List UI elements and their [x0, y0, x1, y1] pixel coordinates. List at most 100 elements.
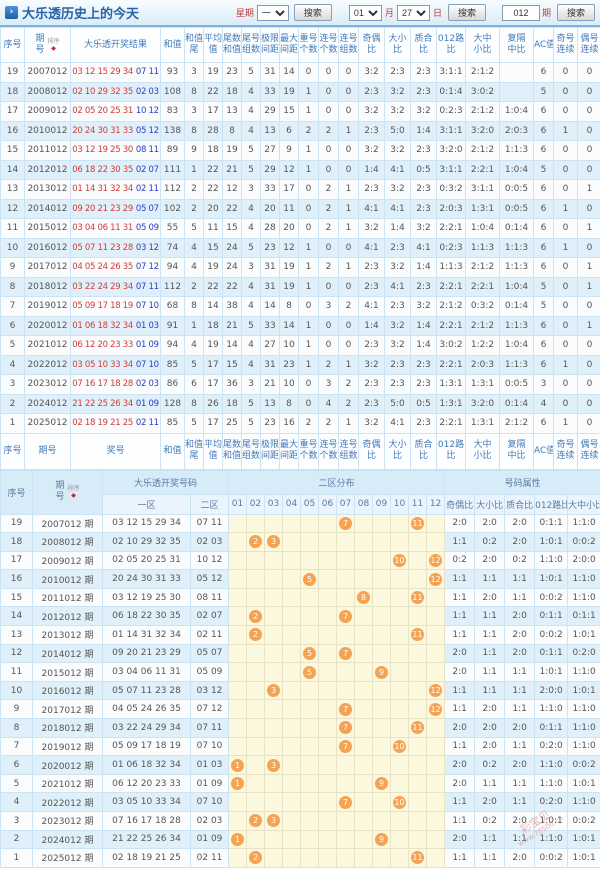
dist-cell: 9 [372, 773, 392, 794]
stat-cell: 0 [318, 101, 339, 122]
header-content: 平均值 [205, 34, 222, 56]
sort-control[interactable]: 排序 ◆ [48, 38, 60, 52]
dist-cell [264, 829, 284, 850]
stat-cell: 22 [203, 276, 223, 297]
issue-input[interactable] [501, 4, 540, 21]
front-numbers: 09 20 21 23 29 [72, 203, 133, 214]
stat-cell: 3:1:1 [436, 159, 466, 180]
ball-badge: 5 [303, 646, 317, 660]
front-numbers: 01 06 18 32 34 [72, 320, 133, 331]
back-numbers: 02 07 [135, 164, 159, 175]
header-line: 比 [418, 45, 428, 55]
week-label: 星期 [235, 9, 254, 19]
stat-cell: 29 [260, 101, 280, 122]
issue-cell: 2023012 [24, 374, 71, 395]
header-line: 序号 [3, 445, 22, 456]
dist-cell [228, 587, 248, 608]
attr-cell: 1:1 [444, 680, 476, 701]
attr-cell: 2:0 [504, 755, 536, 775]
result-cell: 09 20 21 23 29 05 07 [70, 198, 161, 219]
dist-cell [300, 829, 320, 850]
dist-cell: 11 [408, 625, 428, 645]
stat-cell: 0 [298, 374, 319, 395]
stat-cell: 0 [553, 315, 578, 336]
stat-cell: 2:3 [358, 393, 385, 414]
header-line: 重号 [299, 34, 318, 44]
dist-cell [336, 811, 356, 831]
header-line: 比 [392, 451, 402, 461]
attr-cell: 1:1 [474, 680, 506, 701]
attr-cell: 1:0:1 [567, 848, 600, 868]
month-select[interactable]: 01 [348, 4, 382, 21]
stat-cell: 1:3:1 [436, 374, 466, 395]
dist-cell [228, 532, 248, 552]
dist-cell [282, 625, 302, 645]
t1-foot-col-ac-value: AC值 [533, 432, 554, 470]
issue-cell: 2008012 [24, 81, 71, 102]
attr-cell: 2:0 [504, 718, 536, 738]
stat-cell: 38 [222, 296, 242, 317]
stat-cell: 0 [577, 81, 600, 102]
stat-cell: 1:2:2 [465, 335, 500, 356]
header-lines: 奇号 连续 [556, 34, 574, 56]
week-search-button[interactable]: 搜索 [293, 4, 332, 21]
header-line: 中比 [507, 45, 526, 55]
distribution-table: 序号期号排序 ◆ 大乐透开奖号码 二区分布 号码属性 一区 二区 01 02 03 04 05 06 07… [0, 469, 600, 868]
table-row: 19 2007012 03 12 15 29 34 07 11 93 3 19 23 5 31 14… [0, 62, 600, 83]
t2-col-attr-1: 大小比 [474, 493, 506, 515]
seq-cell: 4 [0, 792, 33, 812]
day-select[interactable]: 27 [396, 4, 430, 21]
stat-cell: 2:3 [358, 374, 385, 395]
header-lines: 和值 [163, 40, 181, 51]
stat-cell: 1:3:1 [465, 198, 500, 219]
t1-col-odd-even-ratio: 奇偶比 [358, 27, 385, 63]
seq-cell: 14 [0, 159, 25, 180]
zone1-cell: 06 12 20 23 33 [102, 773, 191, 794]
issue-search-button[interactable]: 搜索 [556, 4, 595, 21]
ball-badge: 8 [357, 591, 371, 605]
date-search-button[interactable]: 搜索 [447, 4, 486, 21]
week-select[interactable]: 一 [256, 4, 289, 21]
t1-col-sum-tail: 和值尾 [184, 27, 204, 63]
stat-cell: 3:2 [358, 101, 385, 122]
header-lines: 012路比 [438, 440, 464, 462]
attr-cell: 1:1 [474, 662, 506, 682]
stat-cell: 31 [260, 62, 280, 83]
dist-cell [282, 848, 302, 868]
result-cell: 03 05 10 33 34 07 10 [70, 354, 161, 375]
sort-control[interactable]: 排序 ◆ [68, 485, 80, 499]
ball-badge: 12 [429, 684, 443, 698]
stat-cell: 6 [279, 120, 299, 141]
header-lines: 连号 组数 [340, 34, 358, 56]
dist-cell [426, 792, 446, 812]
dist-cell [300, 792, 320, 812]
stat-cell: 20 [203, 198, 223, 219]
table-row: 7 2019012 05 09 17 18 19 07 10 68 8 14 38 4 14 8 0 3… [0, 296, 600, 317]
header-line: 平均 [204, 440, 223, 450]
stat-cell: 2 [184, 276, 204, 297]
seq-cell: 14 [0, 606, 33, 627]
dist-cell [228, 848, 248, 868]
dist-cell [264, 699, 284, 720]
stat-cell: 2:3 [410, 276, 437, 297]
zone2-cell: 07 11 [189, 718, 230, 738]
stat-cell: 0 [553, 276, 578, 297]
t1-col-tail-sum: 尾数 和值 [222, 27, 242, 63]
stat-cell: 2 [318, 257, 339, 278]
stat-cell: 0 [553, 218, 578, 239]
dist-cell [228, 625, 248, 645]
stat-cell: 3:1:1 [436, 62, 466, 83]
stat-cell: 8 [184, 296, 204, 317]
stat-cell: 5 [533, 159, 554, 180]
attr-cell: 2:0:0 [567, 550, 600, 571]
header-lines: 质合比 [414, 440, 432, 462]
stat-cell: 2:3 [358, 120, 385, 141]
table-row: 4 2022012 期 03 05 10 33 34 07 10 7 10 1:1 2:0 1:… [0, 792, 600, 812]
seq-cell: 18 [0, 532, 33, 552]
sort-label: 排序 [47, 38, 60, 45]
header-line: 值 [208, 45, 218, 55]
stat-cell: 2:1:2 [465, 257, 500, 278]
attr-cell: 1:1 [474, 829, 506, 850]
header-lines: 大小比 [388, 440, 406, 462]
header-lines: 序号 [3, 446, 21, 457]
